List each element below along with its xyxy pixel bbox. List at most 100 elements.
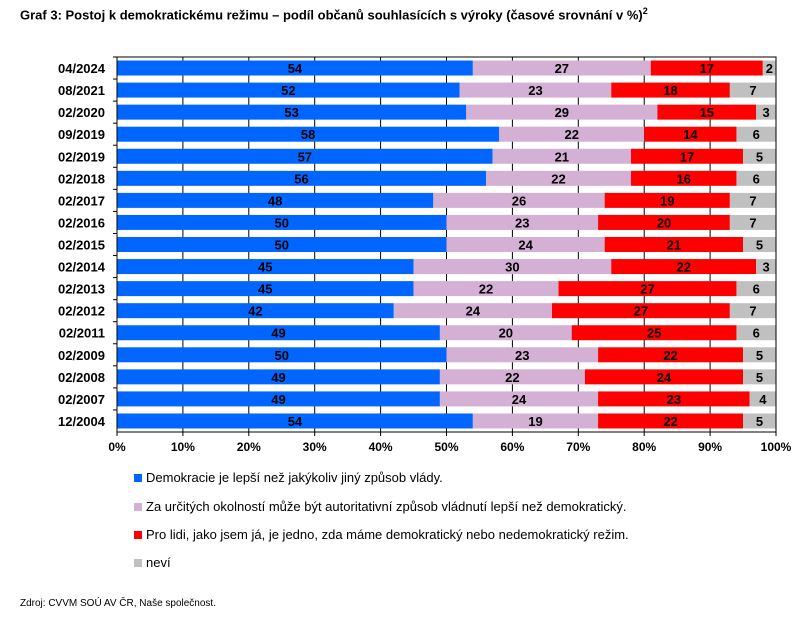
data-label: 3	[762, 105, 769, 120]
bar-segment	[117, 237, 447, 252]
data-label: 21	[555, 149, 569, 164]
legend-item: Demokracie je lepší než jakýkoliv jiný z…	[134, 470, 443, 485]
data-label: 7	[749, 193, 756, 208]
data-label: 19	[528, 414, 542, 429]
data-label: 22	[663, 348, 677, 363]
chart: 0% 10% 20% 30% 40% 50% 60% 70% 80% 90% 100% 04/2024…	[58, 56, 792, 454]
x-tick-label: 30%	[303, 440, 327, 454]
y-tick-label: 02/2017	[58, 193, 105, 208]
data-label: 22	[663, 414, 677, 429]
data-label: 22	[505, 370, 519, 385]
y-tick-label: 04/2024	[58, 61, 106, 76]
x-tick-label: 60%	[500, 440, 524, 454]
bar-segment	[598, 413, 744, 429]
data-label: 58	[301, 127, 315, 142]
legend-label: Za určitých okolností může být autoritat…	[146, 499, 627, 514]
data-label: 6	[753, 127, 760, 142]
bar-segment	[743, 347, 776, 363]
y-tick-label: 02/2014	[58, 260, 106, 275]
bar-segment	[650, 60, 763, 76]
bar-segment	[743, 369, 776, 385]
bar-segment	[439, 391, 599, 407]
y-tick-label: 02/2018	[58, 171, 105, 186]
bar-segment	[551, 303, 730, 319]
bar-segment	[762, 60, 776, 76]
y-tick-label: 12/2004	[58, 414, 106, 429]
data-label: 49	[271, 370, 285, 385]
data-label: 20	[657, 215, 671, 230]
legend-label: Demokracie je lepší než jakýkoliv jiný z…	[146, 470, 443, 485]
legend-item: neví	[134, 555, 171, 570]
bar-segment	[644, 126, 737, 142]
bar-segment	[117, 82, 460, 98]
plot-border	[116, 56, 777, 433]
bar-segment	[486, 170, 632, 186]
data-label: 24	[518, 238, 533, 253]
x-tick-label: 70%	[566, 440, 590, 454]
y-tick-label: 02/2013	[58, 282, 105, 297]
data-label: 6	[753, 171, 760, 186]
data-label: 15	[700, 105, 714, 120]
x-tick-label: 100%	[761, 440, 792, 454]
data-label: 23	[515, 348, 529, 363]
data-label: 54	[288, 61, 303, 76]
bar-segment	[499, 126, 645, 142]
data-label: 26	[512, 193, 526, 208]
data-label: 2	[766, 61, 773, 76]
bar-segment	[117, 369, 440, 385]
data-label: 22	[551, 171, 565, 186]
y-tick-label: 02/2020	[58, 105, 105, 120]
data-label: 5	[756, 414, 763, 429]
bar-segment	[756, 104, 776, 120]
bar-segment	[631, 148, 744, 164]
data-label: 5	[756, 149, 763, 164]
bar-segment	[117, 347, 447, 363]
data-label: 49	[271, 392, 285, 407]
bar-segment	[459, 82, 612, 98]
x-tick-label: 50%	[434, 440, 458, 454]
source-note: Zdroj: CVVM SOÚ AV ČR, Naše společnost.	[20, 598, 216, 609]
data-label: 14	[683, 127, 698, 142]
data-label: 5	[756, 348, 763, 363]
x-tick-label: 20%	[237, 440, 261, 454]
data-label: 53	[284, 105, 298, 120]
y-tick-label: 02/2012	[58, 304, 105, 319]
bar-segment	[598, 347, 744, 363]
bar-segment	[611, 82, 730, 98]
bar-segment	[743, 237, 776, 252]
data-label: 54	[288, 414, 303, 429]
bar-segment	[749, 391, 776, 407]
data-label: 19	[660, 193, 674, 208]
data-label: 22	[677, 260, 691, 275]
data-label: 23	[667, 392, 681, 407]
x-tick-label: 90%	[698, 440, 722, 454]
data-label: 29	[555, 105, 569, 120]
data-label: 4	[759, 392, 767, 407]
x-tick-label: 80%	[632, 440, 656, 454]
y-tick-label: 02/2011	[59, 326, 105, 341]
data-label: 49	[271, 326, 285, 341]
bar-segment	[736, 126, 776, 142]
data-label: 30	[505, 260, 519, 275]
data-label: 21	[667, 238, 681, 253]
bar-segment	[117, 303, 394, 319]
y-tick-label: 02/2007	[58, 392, 105, 407]
bar-segment	[117, 60, 473, 76]
y-tick-label: 02/2019	[58, 149, 105, 164]
bar-segment	[117, 325, 440, 341]
data-label: 23	[528, 83, 542, 98]
bar-segment	[413, 259, 612, 275]
legend-swatch	[134, 558, 142, 567]
bar-segment	[729, 82, 776, 98]
data-label: 50	[275, 348, 289, 363]
data-label: 6	[753, 326, 760, 341]
data-label: 24	[657, 370, 672, 385]
data-label: 7	[749, 83, 756, 98]
bar-segment	[558, 281, 737, 297]
y-tick-label: 09/2019	[58, 127, 105, 142]
data-label: 42	[248, 304, 262, 319]
data-label: 45	[258, 260, 272, 275]
data-label: 52	[281, 83, 295, 98]
y-tick-label: 08/2021	[58, 83, 105, 98]
bar-segment	[472, 413, 599, 429]
